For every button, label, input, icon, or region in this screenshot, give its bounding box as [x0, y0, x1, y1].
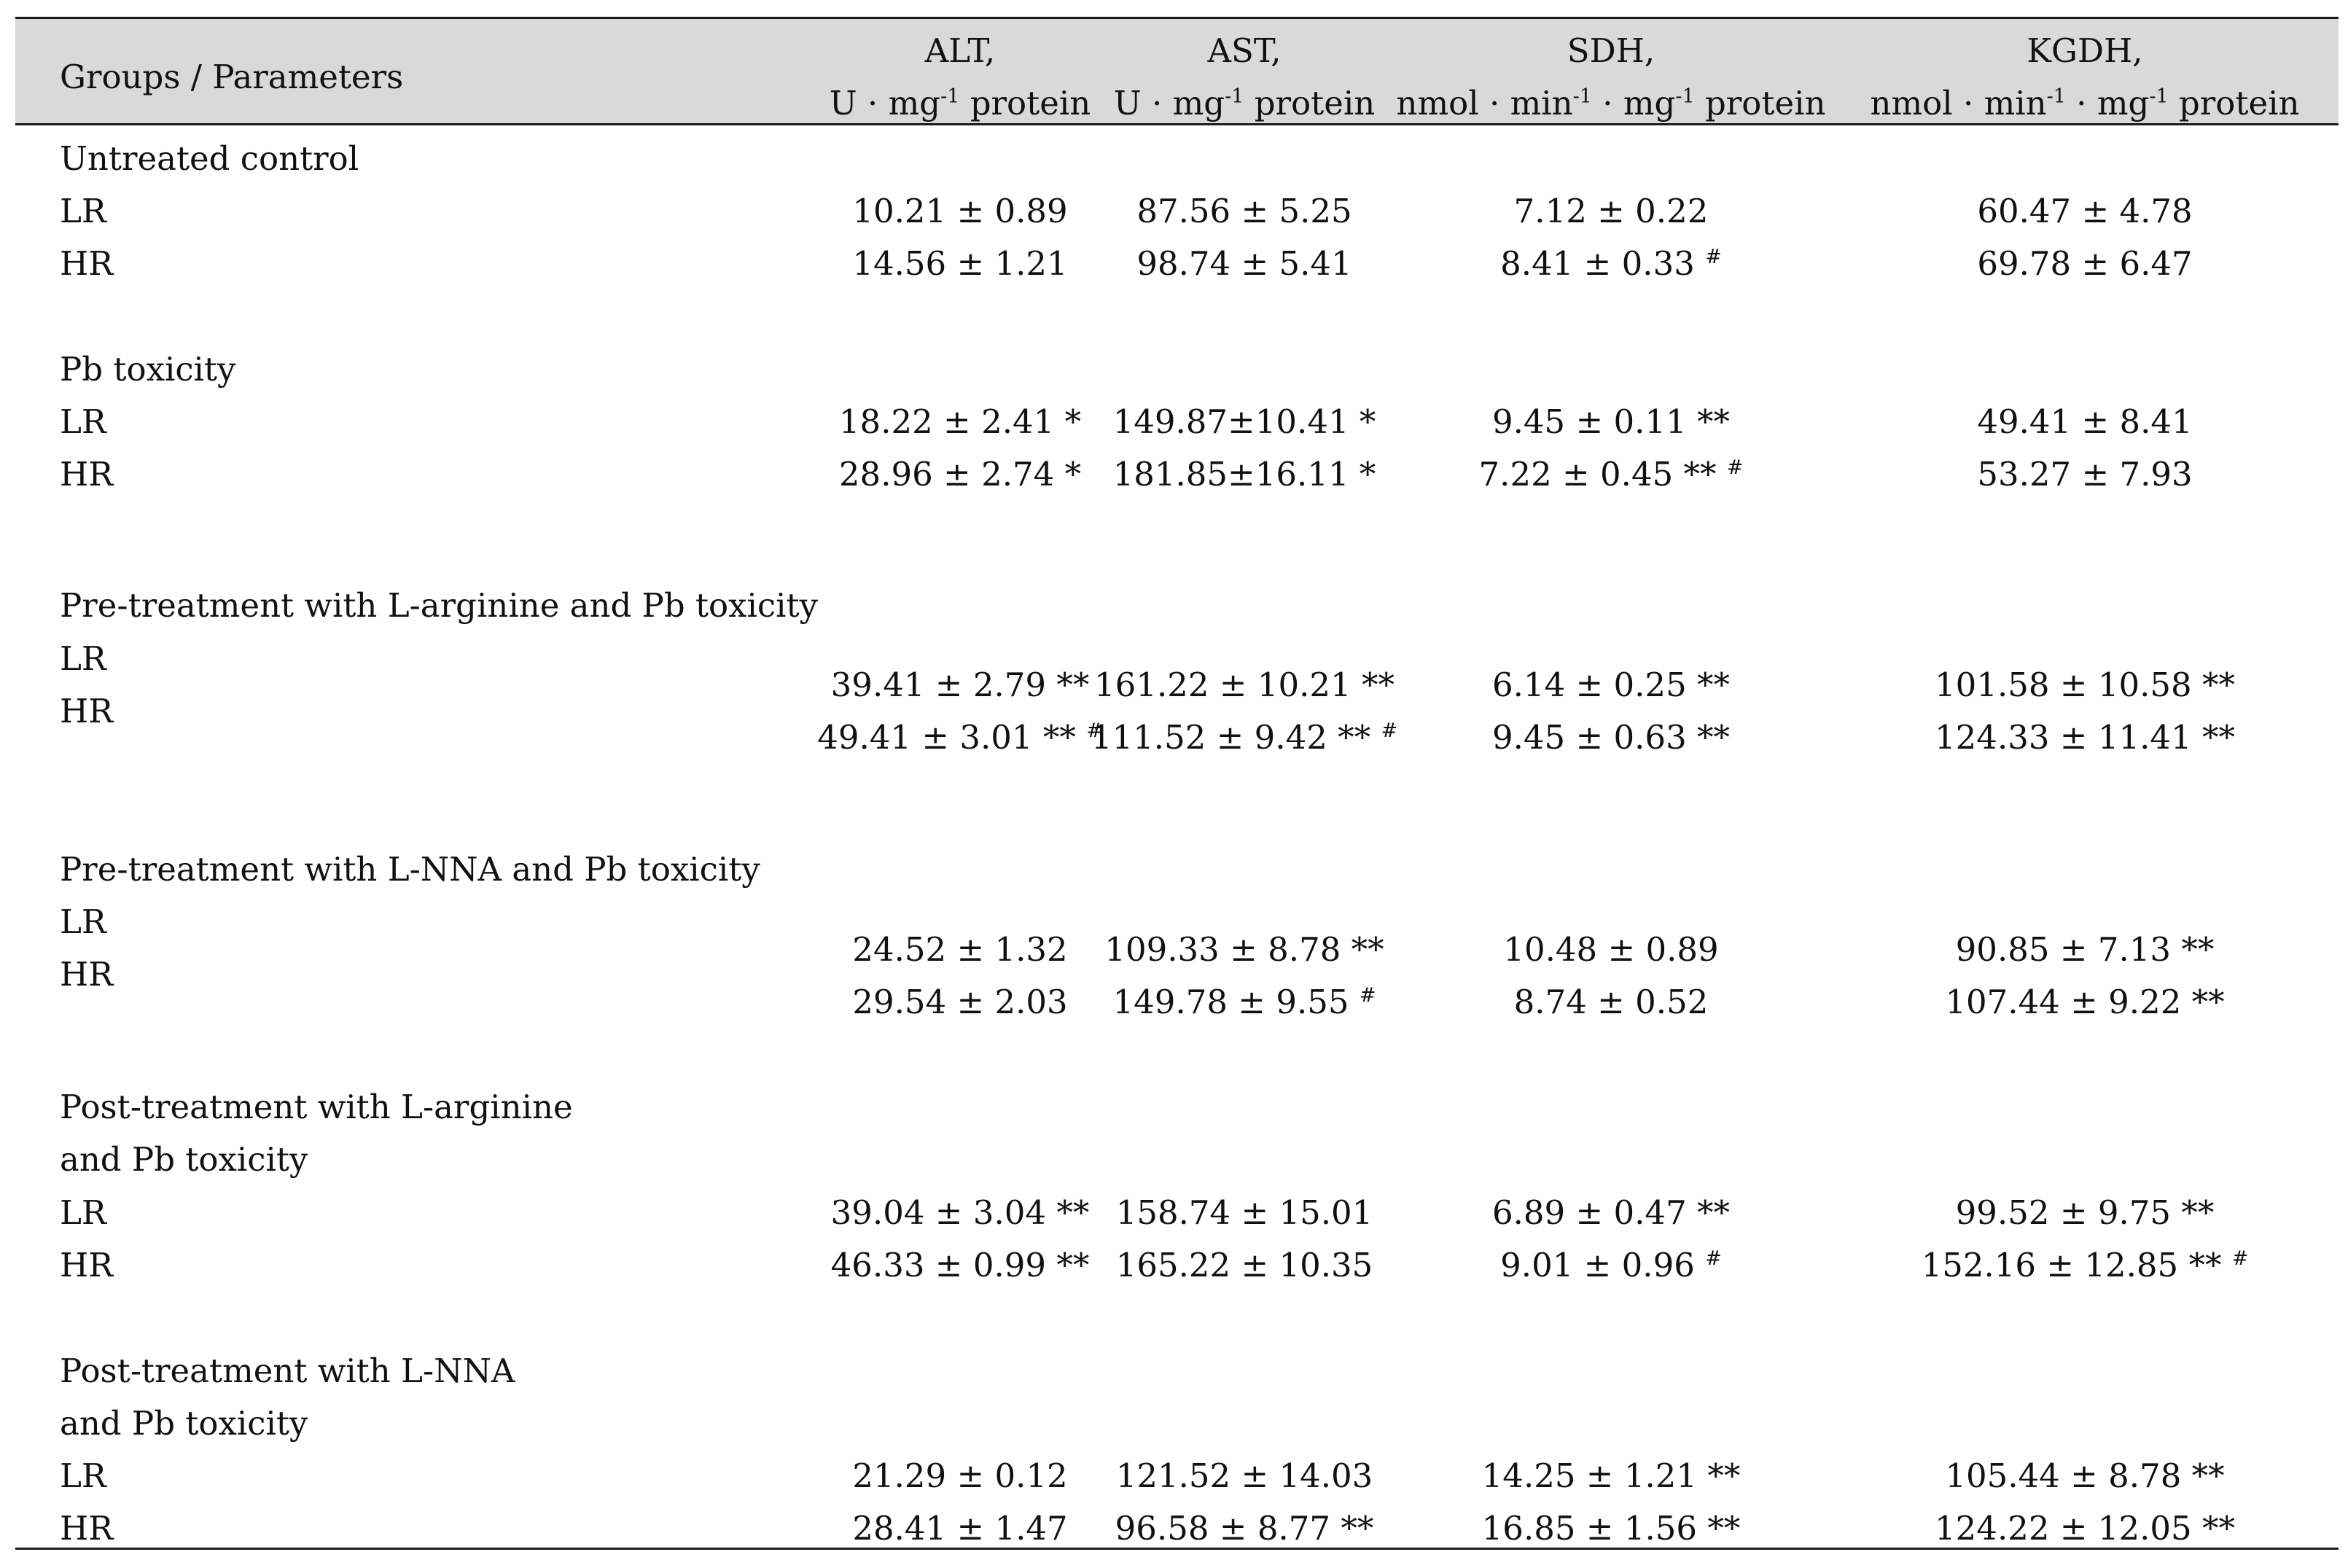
cell-alt: 14.56 ± 1.21 — [852, 244, 1068, 283]
table-bottom-rule — [15, 1548, 2339, 1550]
cell-alt: 46.33 ± 0.99 ** — [830, 1246, 1090, 1284]
cell-kgdh: 49.41 ± 8.41 — [1977, 402, 2193, 441]
row-label-hr: HR — [60, 1246, 114, 1284]
cell-sdh: 6.14 ± 0.25 ** — [1491, 666, 1731, 704]
cell-ast: 165.22 ± 10.35 — [1115, 1246, 1373, 1284]
cell-sdh: 7.22 ± 0.45 ** # — [1478, 455, 1744, 494]
cell-alt: 28.96 ± 2.74 * — [838, 455, 1082, 494]
cell-ast: 149.87±10.41 * — [1112, 402, 1376, 441]
cell-kgdh: 60.47 ± 4.78 — [1977, 192, 2193, 230]
cell-alt: 21.29 ± 0.12 — [852, 1456, 1068, 1495]
row-label-hr: HR — [60, 955, 114, 994]
significance-mark: # — [1359, 984, 1376, 1007]
cell-ast: 96.58 ± 8.77 ** — [1115, 1509, 1374, 1548]
table-header-rule — [15, 123, 2339, 125]
header-kgdh-unit: nmol · min-1 · mg-1 protein — [1870, 84, 2300, 122]
row-label-hr: HR — [60, 455, 114, 494]
cell-kgdh: 107.44 ± 9.22 ** — [1945, 983, 2225, 1021]
cell-alt: 18.22 ± 2.41 * — [838, 402, 1082, 441]
cell-sdh: 10.48 ± 0.89 — [1503, 930, 1719, 969]
group-label-post-l-nna: Post-treatment with L-NNA — [60, 1351, 515, 1390]
table-top-rule — [15, 17, 2339, 19]
cell-ast: 181.85±16.11 * — [1112, 455, 1376, 494]
row-label-hr: HR — [60, 692, 114, 730]
row-label-lr: LR — [60, 402, 106, 441]
cell-sdh: 9.01 ± 0.96 # — [1500, 1246, 1722, 1284]
cell-kgdh: 124.33 ± 11.41 ** — [1935, 718, 2235, 757]
group-label-pb-toxicity: Pb toxicity — [60, 350, 236, 389]
significance-mark: # — [1705, 246, 1722, 268]
header-ast: AST, — [1207, 31, 1282, 70]
header-groups-parameters: Groups / Parameters — [60, 58, 404, 96]
row-label-lr: LR — [60, 1456, 106, 1495]
header-alt: ALT, — [924, 31, 996, 70]
row-label-lr: LR — [60, 902, 106, 941]
significance-mark: # — [1381, 719, 1398, 742]
cell-ast: 109.33 ± 8.78 ** — [1104, 930, 1384, 969]
cell-kgdh: 152.16 ± 12.85 ** # — [1921, 1246, 2249, 1284]
cell-alt: 49.41 ± 3.01 ** # — [817, 718, 1103, 757]
row-label-hr: HR — [60, 244, 114, 283]
cell-kgdh: 69.78 ± 6.47 — [1977, 244, 2193, 283]
cell-alt: 28.41 ± 1.47 — [852, 1509, 1068, 1548]
significance-mark: # — [1086, 719, 1103, 742]
header-sdh-unit: nmol · min-1 · mg-1 protein — [1396, 84, 1826, 122]
significance-mark: # — [2231, 1247, 2249, 1270]
cell-ast: 158.74 ± 15.01 — [1115, 1193, 1373, 1232]
group-label-post-l-arginine-cont: and Pb toxicity — [60, 1140, 308, 1179]
header-alt-unit: U · mg-1 protein — [829, 84, 1091, 122]
cell-ast: 98.74 ± 5.41 — [1136, 244, 1352, 283]
header-kgdh: KGDH, — [2027, 31, 2143, 70]
group-label-post-l-arginine: Post-treatment with L-arginine — [60, 1088, 573, 1126]
row-label-hr: HR — [60, 1509, 114, 1548]
row-label-lr: LR — [60, 639, 106, 678]
header-sdh: SDH, — [1567, 31, 1655, 70]
cell-ast: 121.52 ± 14.03 — [1115, 1456, 1373, 1495]
cell-ast: 161.22 ± 10.21 ** — [1094, 666, 1395, 704]
group-label-post-l-nna-cont: and Pb toxicity — [60, 1404, 308, 1443]
cell-sdh: 8.74 ± 0.52 — [1513, 983, 1709, 1021]
cell-sdh: 6.89 ± 0.47 ** — [1491, 1193, 1731, 1232]
cell-ast: 149.78 ± 9.55 # — [1112, 983, 1376, 1021]
cell-alt: 24.52 ± 1.32 — [852, 930, 1068, 969]
cell-sdh: 8.41 ± 0.33 # — [1500, 244, 1722, 283]
cell-alt: 10.21 ± 0.89 — [852, 192, 1068, 230]
cell-kgdh: 124.22 ± 12.05 ** — [1935, 1509, 2235, 1548]
cell-sdh: 7.12 ± 0.22 — [1513, 192, 1709, 230]
cell-alt: 39.41 ± 2.79 ** — [830, 666, 1090, 704]
group-label-untreated-control: Untreated control — [60, 139, 359, 178]
cell-ast: 87.56 ± 5.25 — [1136, 192, 1352, 230]
cell-sdh: 9.45 ± 0.11 ** — [1491, 402, 1731, 441]
cell-alt: 29.54 ± 2.03 — [852, 983, 1068, 1021]
group-label-pre-l-arginine: Pre-treatment with L-arginine and Pb tox… — [60, 586, 818, 625]
row-label-lr: LR — [60, 192, 106, 230]
cell-alt: 39.04 ± 3.04 ** — [830, 1193, 1090, 1232]
cell-kgdh: 105.44 ± 8.78 ** — [1945, 1456, 2225, 1495]
row-label-lr: LR — [60, 1193, 106, 1232]
significance-mark: # — [1726, 456, 1744, 479]
cell-kgdh: 53.27 ± 7.93 — [1977, 455, 2193, 494]
significance-mark: # — [1705, 1247, 1722, 1270]
cell-ast: 111.52 ± 9.42 ** # — [1091, 718, 1398, 757]
cell-kgdh: 101.58 ± 10.58 ** — [1935, 666, 2235, 704]
group-label-pre-l-nna: Pre-treatment with L-NNA and Pb toxicity — [60, 850, 760, 889]
cell-kgdh: 99.52 ± 9.75 ** — [1955, 1193, 2215, 1232]
cell-sdh: 16.85 ± 1.56 ** — [1481, 1509, 1741, 1548]
cell-kgdh: 90.85 ± 7.13 ** — [1955, 930, 2215, 969]
header-ast-unit: U · mg-1 protein — [1113, 84, 1376, 122]
cell-sdh: 9.45 ± 0.63 ** — [1491, 718, 1731, 757]
cell-sdh: 14.25 ± 1.21 ** — [1481, 1456, 1741, 1495]
table-header-background — [15, 18, 2339, 125]
